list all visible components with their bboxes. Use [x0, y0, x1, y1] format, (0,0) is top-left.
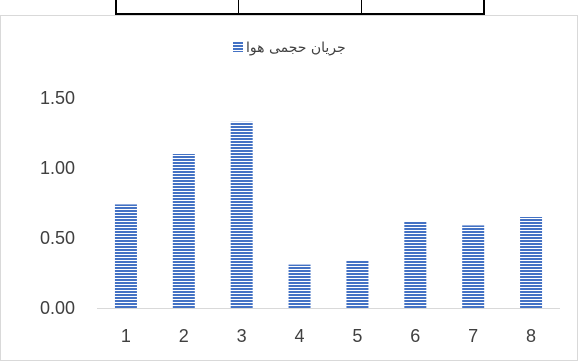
bar-series: [114, 121, 543, 308]
bar: [346, 260, 369, 308]
bar: [230, 121, 253, 308]
x-tick-label: 7: [468, 326, 478, 346]
legend-swatch: [233, 42, 243, 52]
bar: [114, 204, 137, 308]
y-tick-label: 1.50: [40, 88, 75, 108]
x-axis: 1 2 3 4 5 6 7 8: [121, 326, 536, 346]
x-tick-label: 2: [179, 326, 189, 346]
bar: [288, 264, 311, 308]
legend-label: جریان حجمی هوا: [246, 40, 346, 56]
bar: [404, 221, 427, 308]
table-cell: [239, 0, 362, 13]
x-tick-label: 5: [352, 326, 362, 346]
top-table-fragment: [115, 0, 485, 15]
y-tick-label: 1.00: [40, 158, 75, 178]
x-tick-label: 6: [410, 326, 420, 346]
bar: [520, 217, 543, 308]
bar: [462, 225, 485, 308]
x-tick-label: 4: [295, 326, 305, 346]
y-axis: 0.00 0.50 1.00 1.50: [40, 88, 75, 318]
x-tick-label: 8: [526, 326, 536, 346]
y-tick-label: 0.50: [40, 228, 75, 248]
bar: [172, 154, 195, 308]
x-tick-label: 3: [237, 326, 247, 346]
chart-legend: جریان حجمی هوا: [233, 40, 346, 56]
table-cell: [117, 0, 240, 13]
x-tick-label: 1: [121, 326, 131, 346]
y-tick-label: 0.00: [40, 298, 75, 318]
